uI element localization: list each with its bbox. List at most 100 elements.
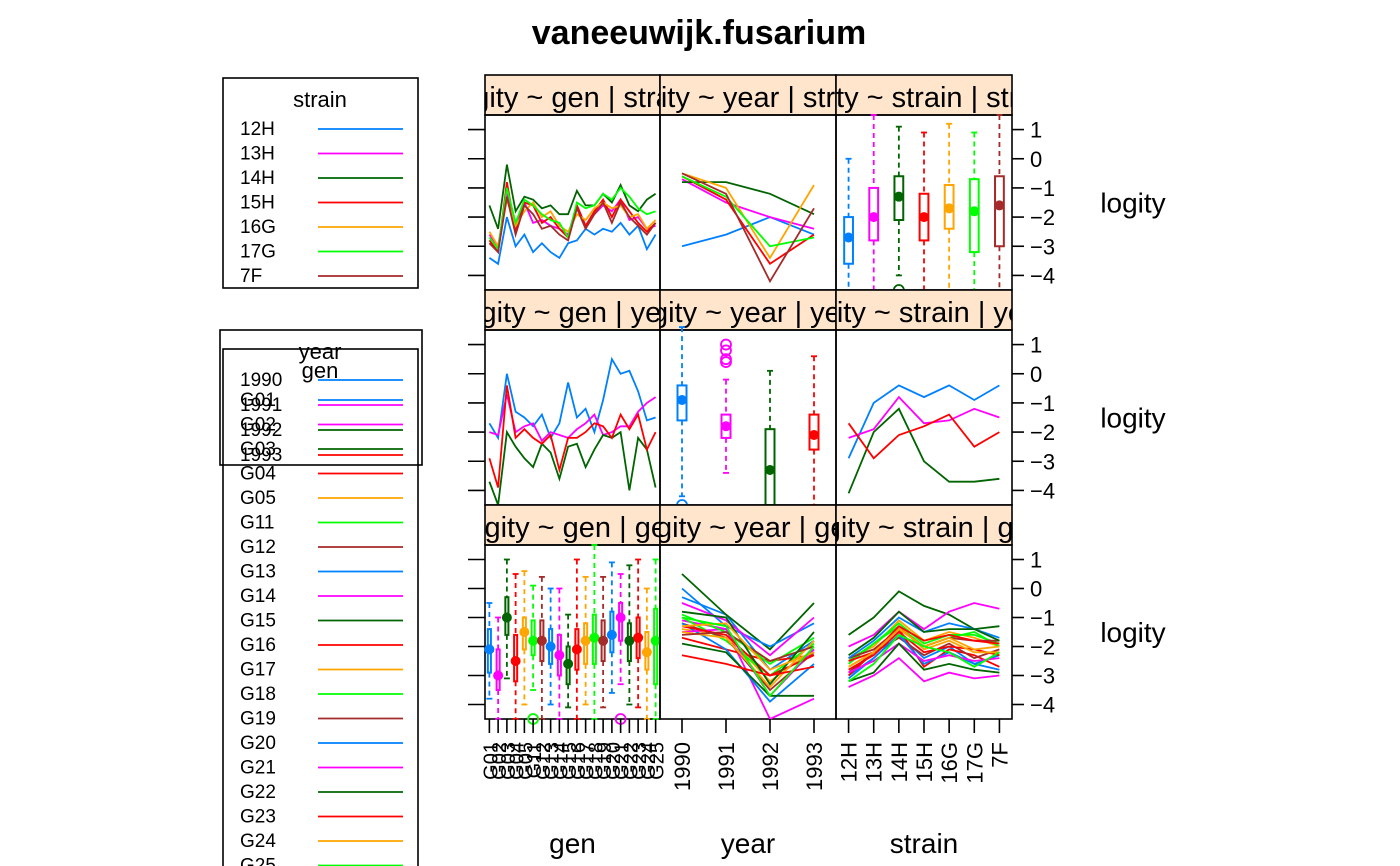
strip-label: logity ~ strain | strain [791,82,1057,114]
y-tick-label: 1 [1030,548,1042,573]
y-tick-label: −2 [1030,635,1055,660]
series-line-1990 [488,356,656,441]
series-line-1993 [847,413,1000,460]
gen-legend-label: G21 [240,758,276,779]
series-line-7F [488,196,657,254]
y-tick-label: −3 [1030,664,1055,689]
year-legend-label: 1991 [240,395,282,416]
series-line-G22 [848,610,1000,656]
box-median-G15 [563,658,574,669]
series-line-16G [681,172,815,260]
box-median-7F [994,200,1005,211]
series-line-17G [488,186,656,252]
series-line-G25 [848,633,1000,683]
box-median-G13 [545,641,556,652]
strain-legend-label: 15H [240,193,275,214]
box-median-G23 [633,632,644,643]
x-tick-label: G18 [585,742,607,780]
y-tick-label: 1 [1030,333,1042,358]
panel-0-0: logity ~ gen | strain [484,74,661,291]
box-median-1990 [677,395,687,405]
strain-legend-label: 17G [240,242,276,263]
y-tick-label: −1 [1030,176,1055,201]
year-legend-label: 1993 [240,445,282,466]
x-tick-label: 15H [912,742,937,782]
strain-legend-label: 14H [240,168,275,189]
gen-legend-label: G05 [240,488,276,509]
y-tick-label: −2 [1030,205,1055,230]
y-tick-label: 0 [1030,147,1042,172]
y-tick-label: 1 [1030,118,1042,143]
panel-frame [835,329,1013,506]
series-line-G11 [681,616,815,677]
box-median-17G [969,206,980,217]
box-outlier [720,344,732,357]
x-axis-label: year [721,828,775,859]
series-line-G21 [681,602,815,657]
box-median-14H [893,191,904,202]
gen-legend-title: gen [302,358,339,383]
box-median-G25 [650,635,661,646]
x-tick-label: 13H [862,742,887,782]
x-tick-label: G20 [603,742,625,780]
box-median-15H [919,212,929,223]
series-line-15H [681,175,815,266]
x-tick-label: 1993 [802,742,827,791]
box-median-G01 [484,644,495,655]
gen-legend-label: G19 [240,709,276,730]
y-tick-label: −1 [1030,606,1055,631]
series-line-14H [682,181,815,216]
y-tick-label: −4 [1030,693,1055,718]
box-median-1993 [809,430,819,440]
x-tick-label: G16 [568,742,590,780]
gen-legend-label: G18 [240,684,276,705]
strain-legend: strain 12H 13H 14H 15H 16G 17G 7F [222,77,419,289]
box-outlier [720,338,732,351]
x-tick-label: G13 [542,742,564,780]
box-median-G12 [536,635,547,646]
box-median-G05 [519,627,530,637]
x-tick-label: G03 [498,742,520,780]
x-tick-label: 1992 [758,742,783,791]
gen-legend-label: G24 [240,831,276,852]
y-axis-label: logity [1100,617,1165,648]
series-line-G02 [848,656,1000,688]
gen-legend-label: G17 [240,660,276,681]
series-line-G14 [848,642,1000,674]
strip-label: logity ~ year | year [629,297,867,329]
box-median-G21 [615,612,626,623]
gen-legend-label: G02 [240,415,276,436]
strip-background [659,504,837,546]
box-median-1992 [765,465,775,475]
gen-legend-label: G20 [240,733,276,754]
box-median-G18 [589,632,600,643]
box-median-13H [868,212,879,223]
series-line-12H [488,216,657,266]
series-line-G15 [681,642,814,697]
series-line-G13 [848,633,1000,680]
strip-background [835,74,1013,116]
axes: 1 0 −1 −2 −3 −4 logity 1 0 −1 −2 −3 −4 logity 1 0 −1 −2 −3… [468,118,1166,859]
box-body-G25 [653,607,659,686]
y-tick-label: −4 [1030,263,1055,288]
strip-label: logity ~ gen | year [458,297,688,329]
series-line-G22 [681,610,815,686]
series-line-7F [681,172,815,284]
series-line-1991 [848,395,1000,439]
strip-label: logity ~ gen | gen [462,512,683,544]
y-axis-label: logity [1100,403,1165,434]
series-line-1992 [847,407,1000,494]
series-line-14H [488,164,657,230]
box-median-G04 [510,656,521,666]
box-median-G02 [493,670,504,681]
series-line-G01 [681,596,815,671]
x-tick-label: G21 [612,742,634,780]
strain-legend-label: 16G [240,217,276,238]
gen-legend-label: G12 [240,537,276,558]
strain-legend-label: 7F [240,266,262,287]
x-tick-label: G02 [489,742,511,780]
gen-legend-label: G04 [240,464,276,485]
y-tick-label: −3 [1030,234,1055,259]
panel-frame [484,544,661,720]
series-line-G13 [681,622,815,703]
